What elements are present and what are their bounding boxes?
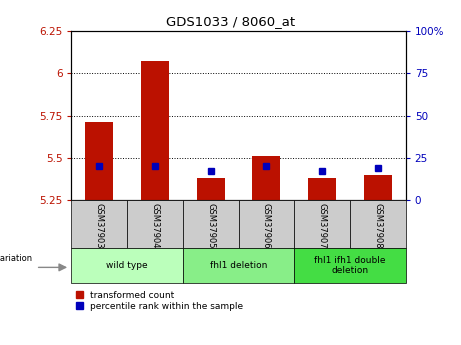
FancyBboxPatch shape (71, 200, 127, 248)
FancyBboxPatch shape (183, 248, 294, 283)
Text: wild type: wild type (106, 261, 148, 270)
Bar (364, 175, 392, 200)
Text: GDS1033 / 8060_at: GDS1033 / 8060_at (166, 16, 295, 29)
Text: GSM37903: GSM37903 (95, 203, 104, 248)
FancyBboxPatch shape (294, 200, 350, 248)
FancyBboxPatch shape (238, 200, 294, 248)
FancyBboxPatch shape (127, 200, 183, 248)
Text: fhl1 ifh1 double
deletion: fhl1 ifh1 double deletion (314, 256, 386, 275)
Bar (197, 178, 225, 200)
Legend: transformed count, percentile rank within the sample: transformed count, percentile rank withi… (76, 291, 243, 310)
Text: GSM37904: GSM37904 (150, 203, 160, 248)
Text: GSM37905: GSM37905 (206, 203, 215, 248)
Text: GSM37908: GSM37908 (373, 203, 382, 248)
Bar (308, 178, 336, 200)
FancyBboxPatch shape (350, 200, 406, 248)
Text: genotype/variation: genotype/variation (0, 254, 32, 263)
Text: GSM37907: GSM37907 (318, 203, 327, 248)
Bar (141, 61, 169, 200)
Bar (85, 122, 113, 200)
FancyBboxPatch shape (294, 248, 406, 283)
Bar (253, 156, 280, 200)
Text: GSM37906: GSM37906 (262, 203, 271, 248)
FancyBboxPatch shape (183, 200, 238, 248)
Text: fhl1 deletion: fhl1 deletion (210, 261, 267, 270)
FancyBboxPatch shape (71, 248, 183, 283)
